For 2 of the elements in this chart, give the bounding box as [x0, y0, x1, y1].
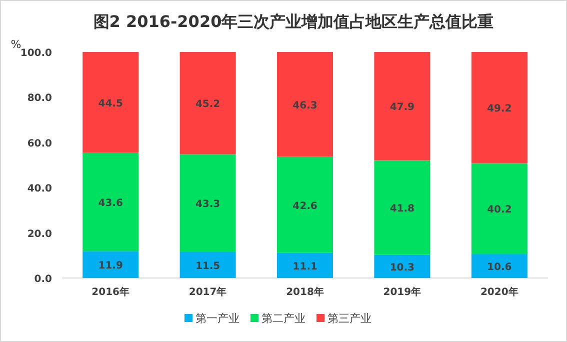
ylabel: %	[10, 38, 22, 51]
title: 图2 2016-2020年三次产业增加值占地区生产总值比重	[93, 12, 494, 31]
